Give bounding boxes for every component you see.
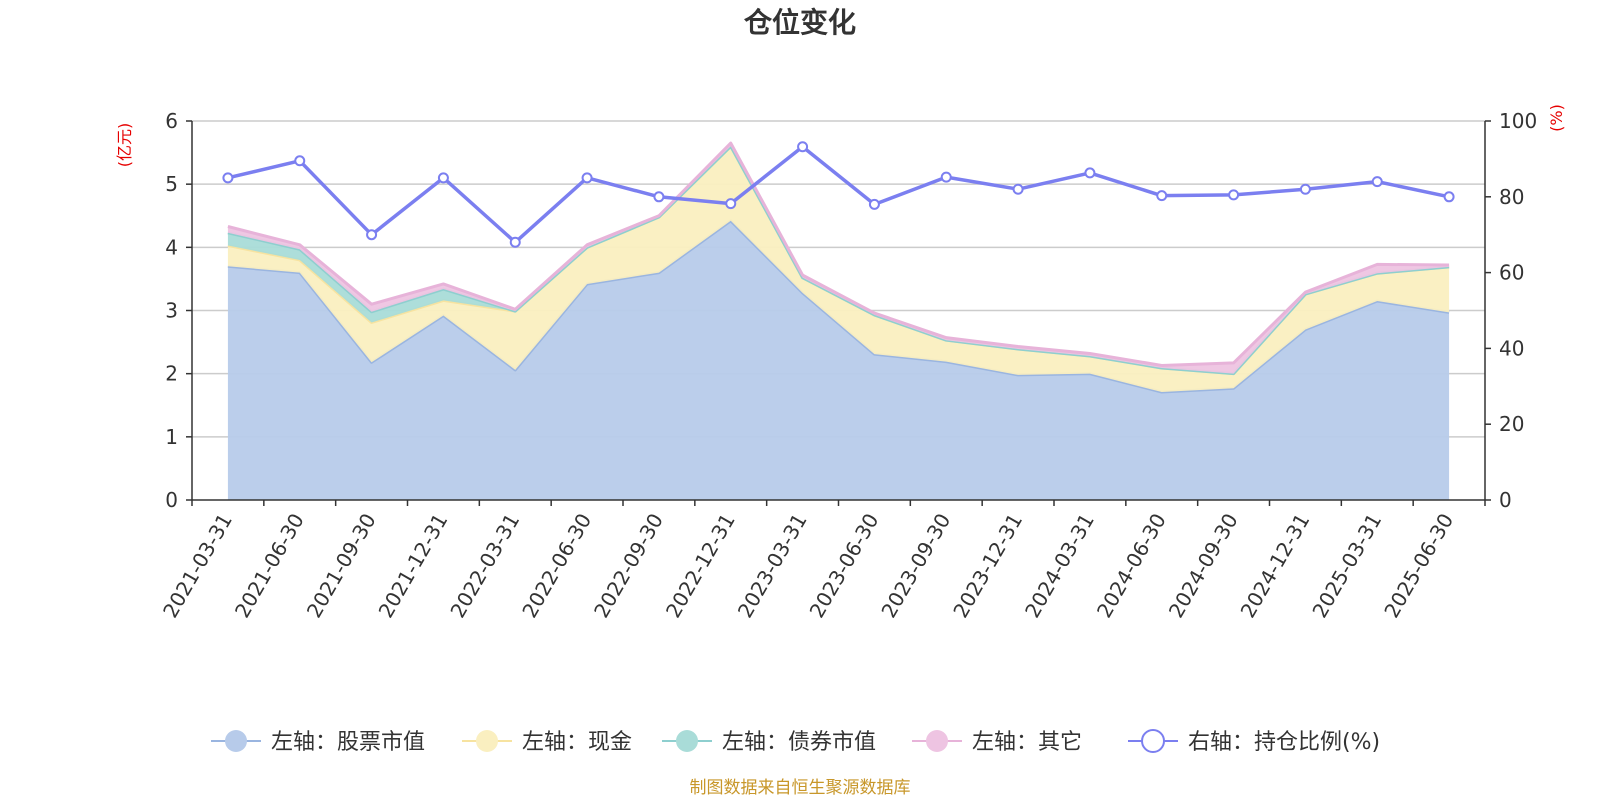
- left-axis-tick-label: 2: [165, 362, 178, 386]
- x-axis-tick-label: 2023-06-30: [805, 509, 884, 622]
- legend: 左轴：股票市值 左轴：现金 左轴：债券市值 左轴：其它 右轴：持仓比例(%): [211, 729, 1380, 755]
- x-axis-tick-label: 2022-12-31: [661, 509, 740, 622]
- legend-label: 左轴：现金: [522, 730, 632, 755]
- right-axis-tick-label: 100: [1499, 109, 1537, 133]
- left-axis-unit: (亿元): [115, 123, 134, 168]
- legend-item-4: 左轴：其它: [912, 730, 1082, 755]
- x-axis-tick-label: 2021-09-30: [302, 509, 381, 622]
- x-axis-tick-label: 2024-09-30: [1164, 509, 1243, 622]
- x-axis-tick-label: 2023-12-31: [948, 509, 1027, 622]
- x-axis-tick-label: 2023-09-30: [876, 509, 955, 622]
- ratio-point: [797, 141, 809, 153]
- ratio-point: [1156, 190, 1168, 202]
- ratio-point: [1299, 183, 1311, 195]
- x-axis-tick-label: 2025-03-31: [1307, 509, 1386, 622]
- legend-marker-icon: [676, 730, 698, 752]
- legend-item-5: 右轴：持仓比例(%): [1128, 729, 1380, 755]
- legend-item-1: 左轴：股票市值: [211, 730, 425, 755]
- ratio-line: [227, 145, 1450, 245]
- right-axis-tick-label: 40: [1499, 336, 1524, 360]
- left-axis-tick-label: 3: [165, 299, 178, 323]
- legend-label: 左轴：债券市值: [722, 730, 876, 755]
- x-axis-tick-label: 2024-12-31: [1236, 509, 1315, 622]
- ratio-point: [940, 171, 952, 183]
- right-axis-tick-label: 80: [1499, 185, 1524, 209]
- left-axis-tick-label: 6: [165, 109, 178, 133]
- x-axis-tick-label: 2024-03-31: [1020, 509, 1099, 622]
- ratio-point: [581, 172, 593, 184]
- data-source-note: 制图数据来自恒生聚源数据库: [690, 778, 911, 798]
- ratio-point: [1084, 167, 1096, 179]
- ratio-point: [1228, 189, 1240, 201]
- ratio-point: [1371, 176, 1383, 188]
- ratio-point: [437, 172, 449, 184]
- ratio-point: [1443, 191, 1455, 203]
- x-axis-tick-label: 2024-06-30: [1092, 509, 1171, 622]
- right-axis-tick-label: 60: [1499, 261, 1524, 285]
- x-axis-tick-label: 2022-09-30: [589, 509, 668, 622]
- ratio-point: [653, 191, 665, 203]
- legend-item-3: 左轴：债券市值: [662, 730, 876, 755]
- ratio-point: [509, 236, 521, 248]
- stacked-areas: [227, 141, 1450, 500]
- left-axis-tick-label: 1: [165, 425, 178, 449]
- legend-marker-icon: [476, 730, 498, 752]
- right-axis-tick-label: 20: [1499, 412, 1524, 436]
- ratio-point: [868, 198, 880, 210]
- legend-item-2: 左轴：现金: [462, 730, 632, 755]
- area-series-2: [227, 146, 1450, 392]
- ratio-point: [222, 172, 234, 184]
- ratio-line-series: [222, 141, 1455, 248]
- left-axis-tick-label: 4: [165, 235, 178, 259]
- area-series-4-edge: [227, 141, 1450, 367]
- ratio-point: [366, 229, 378, 241]
- left-axis-tick-label: 5: [165, 172, 178, 196]
- legend-label: 左轴：其它: [972, 730, 1082, 755]
- ratio-point: [1012, 183, 1024, 195]
- right-axis-unit: (%): [1547, 104, 1566, 132]
- ratio-point: [725, 198, 737, 210]
- left-axis-tick-label: 0: [165, 488, 178, 512]
- x-axis-tick-label: 2021-03-31: [158, 509, 237, 622]
- legend-marker-icon: [225, 730, 247, 752]
- legend-marker-icon: [1141, 729, 1165, 753]
- x-axis-tick-label: 2021-12-31: [374, 509, 453, 622]
- legend-label: 左轴：股票市值: [271, 730, 425, 755]
- x-axis-tick-label: 2023-03-31: [733, 509, 812, 622]
- ratio-point: [294, 155, 306, 167]
- chart-title: 仓位变化: [744, 6, 856, 39]
- legend-label: 右轴：持仓比例(%): [1188, 730, 1380, 755]
- x-axis-tick-label: 2025-06-30: [1379, 509, 1458, 622]
- x-axis-tick-label: 2022-06-30: [517, 509, 596, 622]
- x-axis-tick-label: 2022-03-31: [445, 509, 524, 622]
- x-axis-tick-label: 2021-06-30: [230, 509, 309, 622]
- legend-marker-icon: [926, 730, 948, 752]
- area-series-1: [227, 220, 1450, 500]
- right-axis-tick-label: 0: [1499, 488, 1512, 512]
